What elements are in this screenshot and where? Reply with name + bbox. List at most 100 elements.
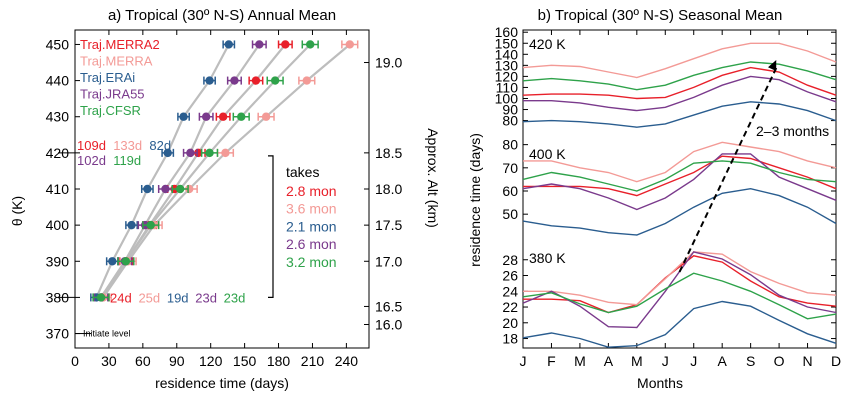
series-line: [522, 160, 837, 192]
annotation-420: 82d: [149, 138, 171, 153]
series-line: [522, 300, 837, 348]
y-tick-label: 80: [502, 113, 518, 129]
panel-b-plot: J F M A M J J A S O N D8090100110120130140150160420…: [495, 24, 841, 369]
data-point: [306, 40, 315, 49]
month-label: N: [802, 353, 812, 369]
series-line: [522, 61, 837, 91]
series-line: [523, 75, 837, 112]
y-tick-label: 410: [46, 181, 70, 197]
data-point: [345, 40, 354, 49]
data-point: [270, 76, 280, 85]
series-line: [523, 255, 837, 314]
data-point: [302, 76, 312, 85]
panel-a-ylabel: θ (K): [9, 196, 25, 226]
x-tick-label: 30: [101, 353, 117, 369]
y2-tick-label: 19.0: [375, 55, 402, 71]
series-line: [522, 101, 837, 128]
level-label: 420 K: [529, 36, 566, 52]
y-tick-label: 370: [46, 326, 70, 342]
panel-a-xlabel: residence time (days): [155, 375, 289, 391]
takes-value: 2.6 mon: [286, 236, 337, 252]
y-tick-label: 450: [46, 36, 70, 52]
legend-entry: Traj.CFSR: [80, 103, 141, 118]
data-point: [201, 112, 211, 121]
y2-tick-label: 16.5: [375, 298, 402, 314]
data-point: [205, 76, 214, 85]
arrow-label: 2–3 months: [756, 123, 829, 139]
x-tick-label: 90: [169, 353, 185, 369]
data-point: [186, 148, 195, 158]
panel-b-ylabel: residence time (days): [467, 133, 483, 267]
annotation-420: 109d: [77, 138, 106, 153]
y-tick-label: 20: [502, 315, 518, 331]
month-label: J: [690, 353, 697, 369]
arrow-head: [768, 60, 777, 71]
panel-b-xlabel: Months: [637, 375, 683, 391]
data-point: [108, 257, 117, 266]
data-point: [255, 40, 264, 49]
series-line: [102, 43, 351, 299]
y-tick-label: 80: [502, 137, 518, 153]
annotation-380: 19d: [167, 290, 189, 305]
annotation-380: 25d: [138, 290, 160, 305]
y-tick-label: 130: [495, 57, 519, 73]
data-point: [127, 220, 136, 230]
panel-a-plot: 0 30 60 90 120 150 180 210 240 370 380 390 400 410 420…: [46, 29, 402, 369]
y-tick-label: 440: [46, 73, 70, 89]
month-label: J: [662, 353, 669, 369]
data-point: [161, 184, 170, 194]
y-tick-label: 110: [496, 79, 519, 95]
legend-entry: Traj.MERRA: [80, 54, 153, 69]
legend-entry: Traj.MERRA2: [80, 37, 160, 52]
series-line: [523, 155, 837, 197]
data-point: [221, 148, 230, 158]
month-label: J: [520, 353, 527, 369]
data-point: [143, 184, 152, 194]
shift-arrow: [678, 67, 778, 273]
series-line: [100, 43, 261, 299]
y-tick-label: 50: [502, 206, 518, 222]
series-line: [95, 43, 230, 298]
series-line: [522, 187, 837, 236]
data-point: [121, 257, 131, 266]
data-point: [224, 40, 233, 49]
annotation-420: 102d: [77, 153, 106, 168]
y-tick-label: 22: [502, 299, 518, 315]
series-line: [522, 272, 837, 320]
y2-tick-label: 17.0: [375, 253, 402, 269]
y-tick-label: 90: [502, 102, 518, 118]
month-label: A: [604, 353, 614, 369]
data-point: [146, 220, 155, 230]
y-tick-label: 120: [495, 68, 519, 84]
month-label: M: [574, 353, 586, 369]
y-tick-label: 60: [502, 183, 518, 199]
y-tick-label: 28: [502, 252, 518, 268]
bracket: [268, 155, 274, 299]
month-label: D: [831, 353, 841, 369]
annotation-420: 133d: [113, 138, 142, 153]
x-tick-label: 150: [233, 353, 257, 369]
annotation-380: 23d: [195, 290, 217, 305]
month-label: M: [631, 353, 643, 369]
x-tick-label: 120: [199, 353, 223, 369]
panel-a-title: a) Tropical (30º N-S) Annual Mean: [108, 7, 336, 24]
data-point: [194, 148, 203, 158]
y2-tick-label: 16.0: [375, 317, 402, 333]
panel-b-title: b) Tropical (30º N-S) Seasonal Mean: [538, 7, 783, 24]
data-point: [218, 112, 228, 121]
y-tick-label: 70: [502, 160, 518, 176]
panel-a-y2label: Approx. Alt (km): [425, 128, 441, 228]
x-tick-label: 60: [135, 353, 151, 369]
y-tick-label: 18: [502, 331, 518, 347]
takes-value: 2.8 mon: [286, 183, 337, 199]
month-label: A: [718, 353, 728, 369]
takes-value: 2.1 mon: [286, 218, 337, 234]
data-point: [230, 76, 239, 85]
data-point: [175, 184, 185, 194]
x-tick-label: 210: [301, 353, 325, 369]
y-tick-label: 390: [46, 253, 70, 269]
series-line: [522, 66, 837, 100]
panel-b-frame: [522, 29, 837, 349]
data-point: [185, 184, 194, 194]
